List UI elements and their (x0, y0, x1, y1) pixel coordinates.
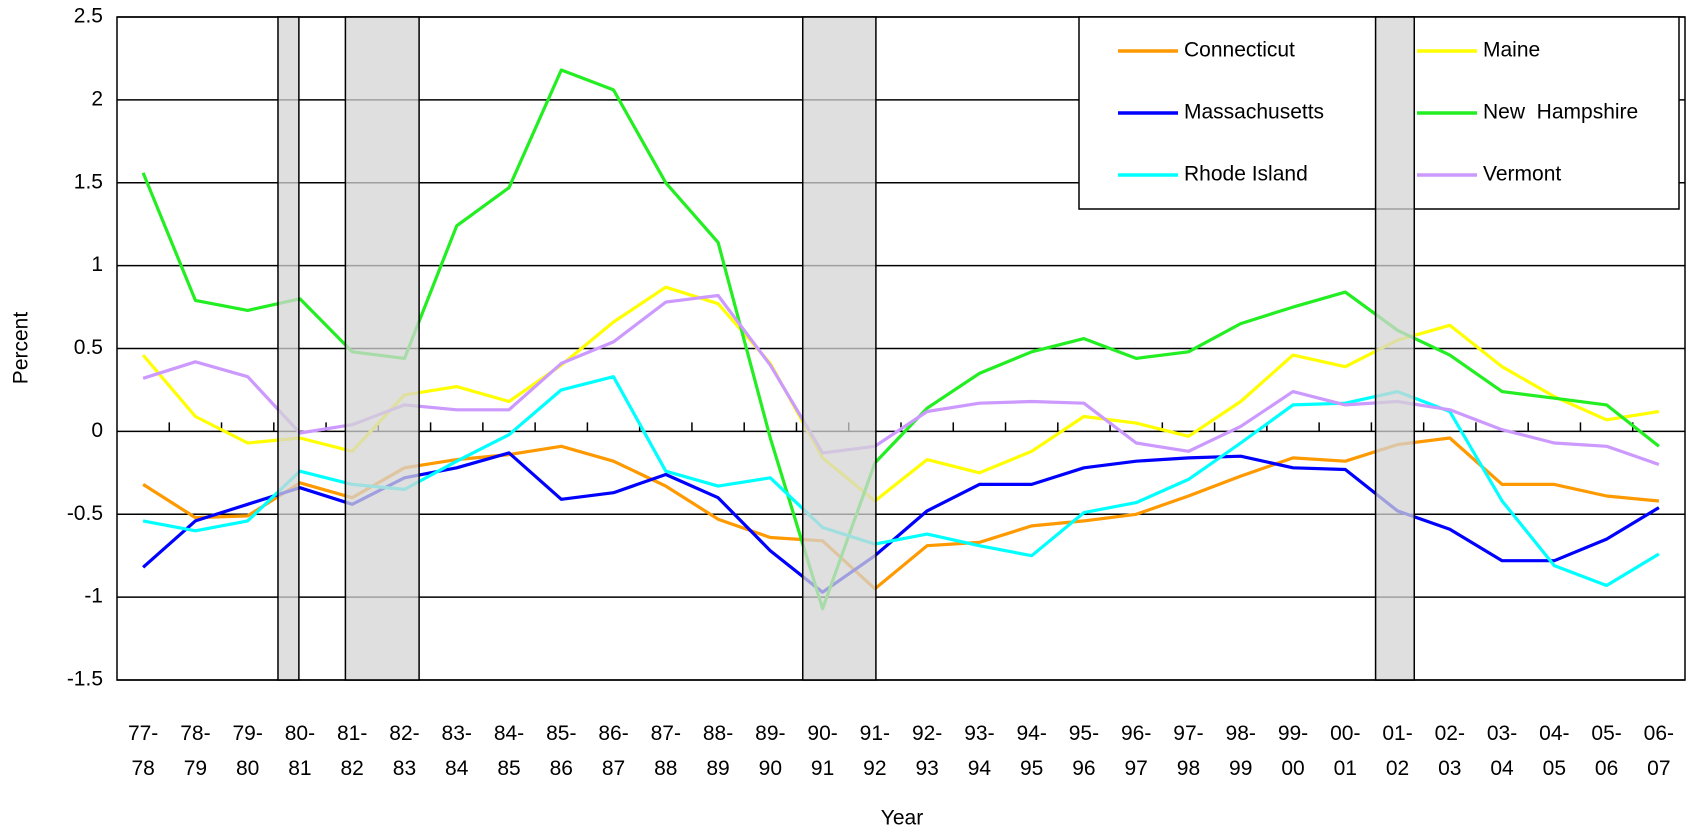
recession-shade (1374, 16, 1416, 681)
x-tick-label: 90- 91 (807, 722, 838, 780)
y-tick-label: -0.5 (67, 502, 103, 525)
x-tick-label: 86- 87 (598, 722, 629, 780)
y-tick-label: 0 (91, 419, 103, 442)
y-tick-label: 2 (91, 87, 103, 110)
legend-label: Vermont (1483, 163, 1561, 186)
y-axis-label: Percent (10, 312, 33, 385)
x-tick-label: 80- 81 (284, 722, 316, 780)
x-tick-label: 78- 79 (180, 722, 211, 780)
x-tick-label: 94- 95 (1016, 722, 1047, 780)
x-tick-label: 87- 88 (650, 722, 681, 780)
x-tick-label: 81- 82 (337, 722, 368, 780)
y-tick-label: 2.5 (74, 5, 103, 28)
x-tick-label: 82- 83 (389, 722, 420, 780)
x-tick-label: 92- 93 (911, 722, 943, 780)
x-tick-label: 91- 92 (859, 722, 891, 780)
x-tick-label: 04- 05 (1539, 722, 1570, 780)
x-tick-label: 06- 07 (1643, 722, 1675, 780)
x-tick-label: 97- 98 (1173, 722, 1204, 780)
legend-label: Maine (1483, 39, 1540, 62)
legend-label: Rhode Island (1184, 163, 1308, 186)
x-tick-label: 88- 89 (702, 722, 734, 780)
x-tick-label: 01- 02 (1382, 722, 1413, 780)
y-tick-label: 1 (91, 253, 103, 276)
legend-label: Connecticut (1184, 39, 1295, 62)
x-tick-label: 05- 06 (1591, 722, 1622, 780)
x-tick-label: 79- 80 (232, 722, 263, 780)
x-tick-label: 99- 00 (1277, 722, 1309, 780)
x-axis-label: Year (881, 807, 923, 830)
x-tick-label: 96- 97 (1121, 722, 1152, 780)
x-tick-label: 02- 03 (1434, 722, 1465, 780)
x-tick-label: 77- 78 (127, 722, 159, 780)
x-tick-label: 83- 84 (441, 722, 472, 780)
legend-label: Massachusetts (1184, 101, 1324, 124)
x-tick-label: 84- 85 (493, 722, 525, 780)
recession-shade (344, 16, 420, 681)
legend-label: New Hampshire (1483, 101, 1638, 124)
recession-shade (801, 16, 877, 681)
x-tick-label: 93- 94 (964, 722, 995, 780)
y-tick-label: 0.5 (74, 336, 103, 359)
plot-frame (116, 16, 1686, 681)
y-tick-label: -1.5 (67, 668, 103, 691)
x-tick-label: 95- 96 (1068, 722, 1100, 780)
y-tick-label: 1.5 (74, 170, 103, 193)
recession-shade (277, 16, 300, 681)
x-tick-label: 89- 90 (755, 722, 786, 780)
x-tick-label: 85- 86 (546, 722, 577, 780)
y-tick-label: -1 (84, 585, 103, 608)
x-tick-label: 03- 04 (1486, 722, 1518, 780)
x-tick-label: 00- 01 (1330, 722, 1361, 780)
x-tick-label: 98- 99 (1225, 722, 1256, 780)
